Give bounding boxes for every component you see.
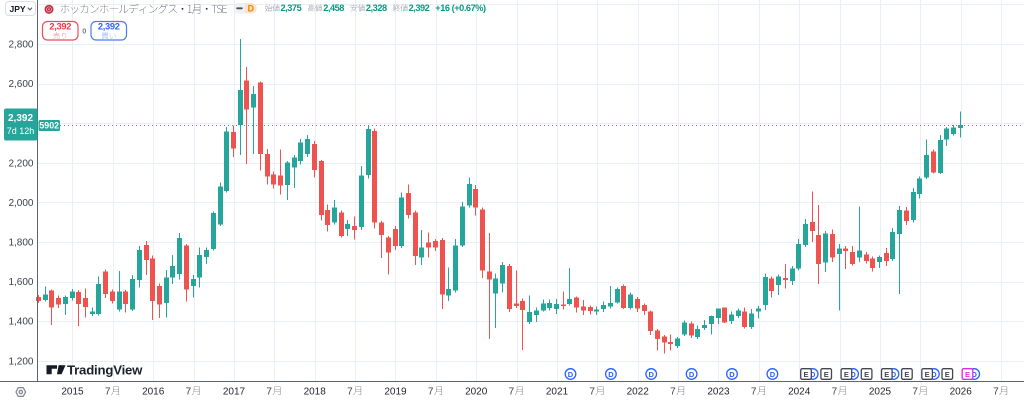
svg-text:D: D [891,370,897,379]
svg-text:E: E [824,370,829,379]
svg-text:0: 0 [82,27,86,36]
svg-text:E: E [803,370,808,379]
svg-text:7: 7 [993,387,999,398]
svg-text:2,392: 2,392 [98,21,120,31]
svg-text:2,392: 2,392 [409,3,430,13]
svg-text:E: E [864,370,869,379]
svg-text:D: D [608,370,614,379]
svg-text:1,600: 1,600 [8,277,33,288]
svg-text:7: 7 [428,387,434,398]
svg-text:D: D [568,370,574,379]
svg-text:2,392: 2,392 [8,113,33,124]
svg-text:2,458: 2,458 [323,3,344,13]
svg-text:2,392: 2,392 [49,21,71,31]
svg-text:1,800: 1,800 [8,238,33,249]
svg-text:JPY: JPY [10,4,26,14]
svg-text:2016: 2016 [142,387,165,398]
svg-text:5902: 5902 [39,121,59,131]
svg-text:7: 7 [266,387,272,398]
svg-text:E: E [965,370,970,379]
svg-text:7: 7 [105,387,111,398]
svg-text:2015: 2015 [61,387,84,398]
svg-text:E: E [904,370,909,379]
svg-text:2017: 2017 [223,387,246,398]
svg-text:2,200: 2,200 [8,158,33,169]
svg-text:D: D [850,370,856,379]
svg-text:7: 7 [509,387,515,398]
svg-text:2025: 2025 [869,387,892,398]
svg-text:D: D [729,370,735,379]
svg-text:2026: 2026 [950,387,973,398]
svg-text:7: 7 [347,387,353,398]
svg-text:2023: 2023 [707,387,730,398]
svg-text:7: 7 [832,387,838,398]
svg-text:7: 7 [186,387,192,398]
svg-text:1,200: 1,200 [8,356,33,367]
svg-text:E: E [844,370,849,379]
svg-text:2019: 2019 [384,387,407,398]
svg-text:TradingView: TradingView [67,363,143,378]
svg-text:+16 (+0.67%): +16 (+0.67%) [435,3,486,13]
svg-text:2,600: 2,600 [8,79,33,90]
svg-text:7d 12h: 7d 12h [7,126,35,136]
svg-text:1,400: 1,400 [8,317,33,328]
svg-text:2,800: 2,800 [8,40,33,51]
svg-text:D: D [810,370,816,379]
svg-text:E: E [925,370,930,379]
svg-text:7: 7 [589,387,595,398]
svg-text:2018: 2018 [304,387,327,398]
svg-text:7: 7 [912,387,918,398]
svg-text:7: 7 [751,387,757,398]
svg-text:2021: 2021 [546,387,569,398]
svg-text:E: E [884,370,889,379]
svg-text:E: E [945,370,950,379]
svg-text:D: D [689,370,695,379]
svg-text:D: D [931,370,937,379]
svg-text:D: D [248,3,254,13]
svg-text:2022: 2022 [627,387,650,398]
svg-text:2024: 2024 [788,387,811,398]
svg-text:2,375: 2,375 [281,3,302,13]
svg-text:D: D [770,370,776,379]
svg-text:2020: 2020 [465,387,488,398]
svg-text:D: D [648,370,654,379]
svg-text:7: 7 [670,387,676,398]
svg-text:2,328: 2,328 [366,3,387,13]
svg-text:D: D [971,370,977,379]
svg-text:2,000: 2,000 [8,198,33,209]
